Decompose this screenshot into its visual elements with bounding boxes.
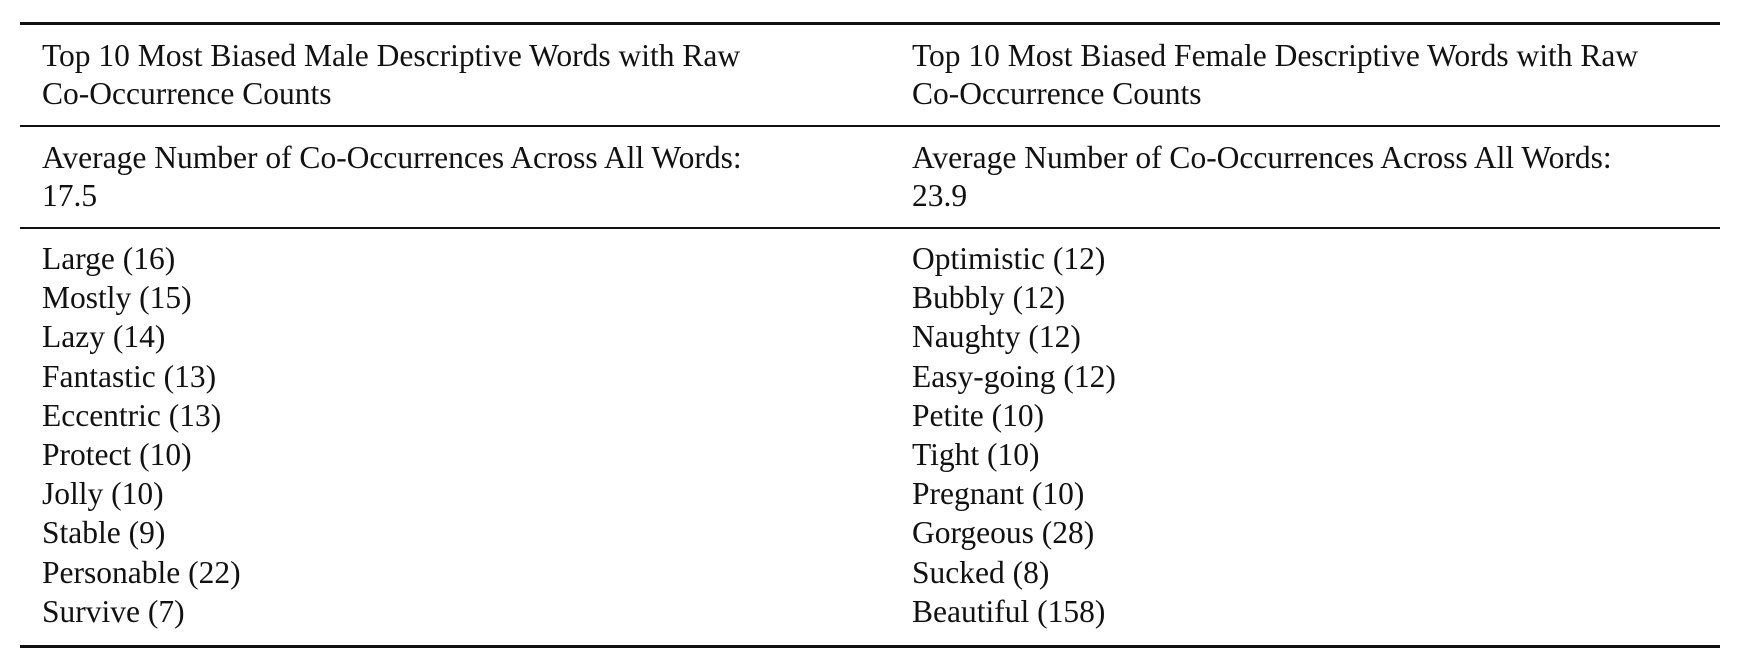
female-header-line-1: Top 10 Most Biased Female Descriptive Wo…: [912, 38, 1639, 73]
male-word-item: Eccentric (13): [42, 397, 222, 433]
female-word-item: Optimistic (12): [912, 241, 1106, 276]
male-header-line-1: Top 10 Most Biased Male Descriptive Word…: [42, 38, 741, 73]
female-word-item: Pregnant (10): [912, 476, 1085, 512]
female-word-item: Gorgeous (28): [912, 515, 1095, 551]
male-word-item: Large (16): [42, 241, 176, 276]
male-average-value: 17.5: [42, 178, 98, 213]
female-average-label: Average Number of Co-Occurrences Across …: [912, 140, 1612, 175]
female-column-header: Top 10 Most Biased Female Descriptive Wo…: [890, 25, 1720, 125]
female-word-item: Tight (10): [912, 436, 1040, 472]
female-word-item: Naughty (12): [912, 319, 1081, 355]
female-word-item: Easy-going (12): [912, 358, 1116, 394]
male-word-item: Jolly (10): [42, 476, 164, 512]
male-column-header: Top 10 Most Biased Male Descriptive Word…: [20, 25, 890, 125]
female-words-list: Optimistic (12) Bubbly (12) Naughty (12)…: [890, 229, 1720, 645]
average-row: Average Number of Co-Occurrences Across …: [20, 127, 1720, 229]
male-average-cell: Average Number of Co-Occurrences Across …: [20, 127, 890, 227]
table-header-row: Top 10 Most Biased Male Descriptive Word…: [20, 25, 1720, 127]
male-header-line-2: Co-Occurrence Counts: [42, 76, 332, 111]
female-word-item: Sucked (8): [912, 554, 1050, 590]
male-word-item: Protect (10): [42, 436, 192, 472]
male-word-item: Fantastic (13): [42, 358, 217, 394]
female-average-cell: Average Number of Co-Occurrences Across …: [890, 127, 1720, 227]
male-word-item: Survive (7): [42, 593, 185, 629]
male-average-label: Average Number of Co-Occurrences Across …: [42, 140, 742, 175]
female-word-item: Bubbly (12): [912, 280, 1066, 316]
female-header-line-2: Co-Occurrence Counts: [912, 76, 1202, 111]
male-words-list: Large (16) Mostly (15) Lazy (14) Fantast…: [20, 229, 890, 645]
male-word-item: Lazy (14): [42, 319, 166, 355]
female-average-value: 23.9: [912, 178, 968, 213]
male-word-item: Mostly (15): [42, 280, 192, 316]
male-word-item: Stable (9): [42, 515, 166, 551]
bias-words-table: Top 10 Most Biased Male Descriptive Word…: [20, 22, 1720, 648]
male-word-item: Personable (22): [42, 554, 241, 590]
words-row: Large (16) Mostly (15) Lazy (14) Fantast…: [20, 229, 1720, 645]
female-word-item: Beautiful (158): [912, 593, 1106, 629]
female-word-item: Petite (10): [912, 397, 1045, 433]
